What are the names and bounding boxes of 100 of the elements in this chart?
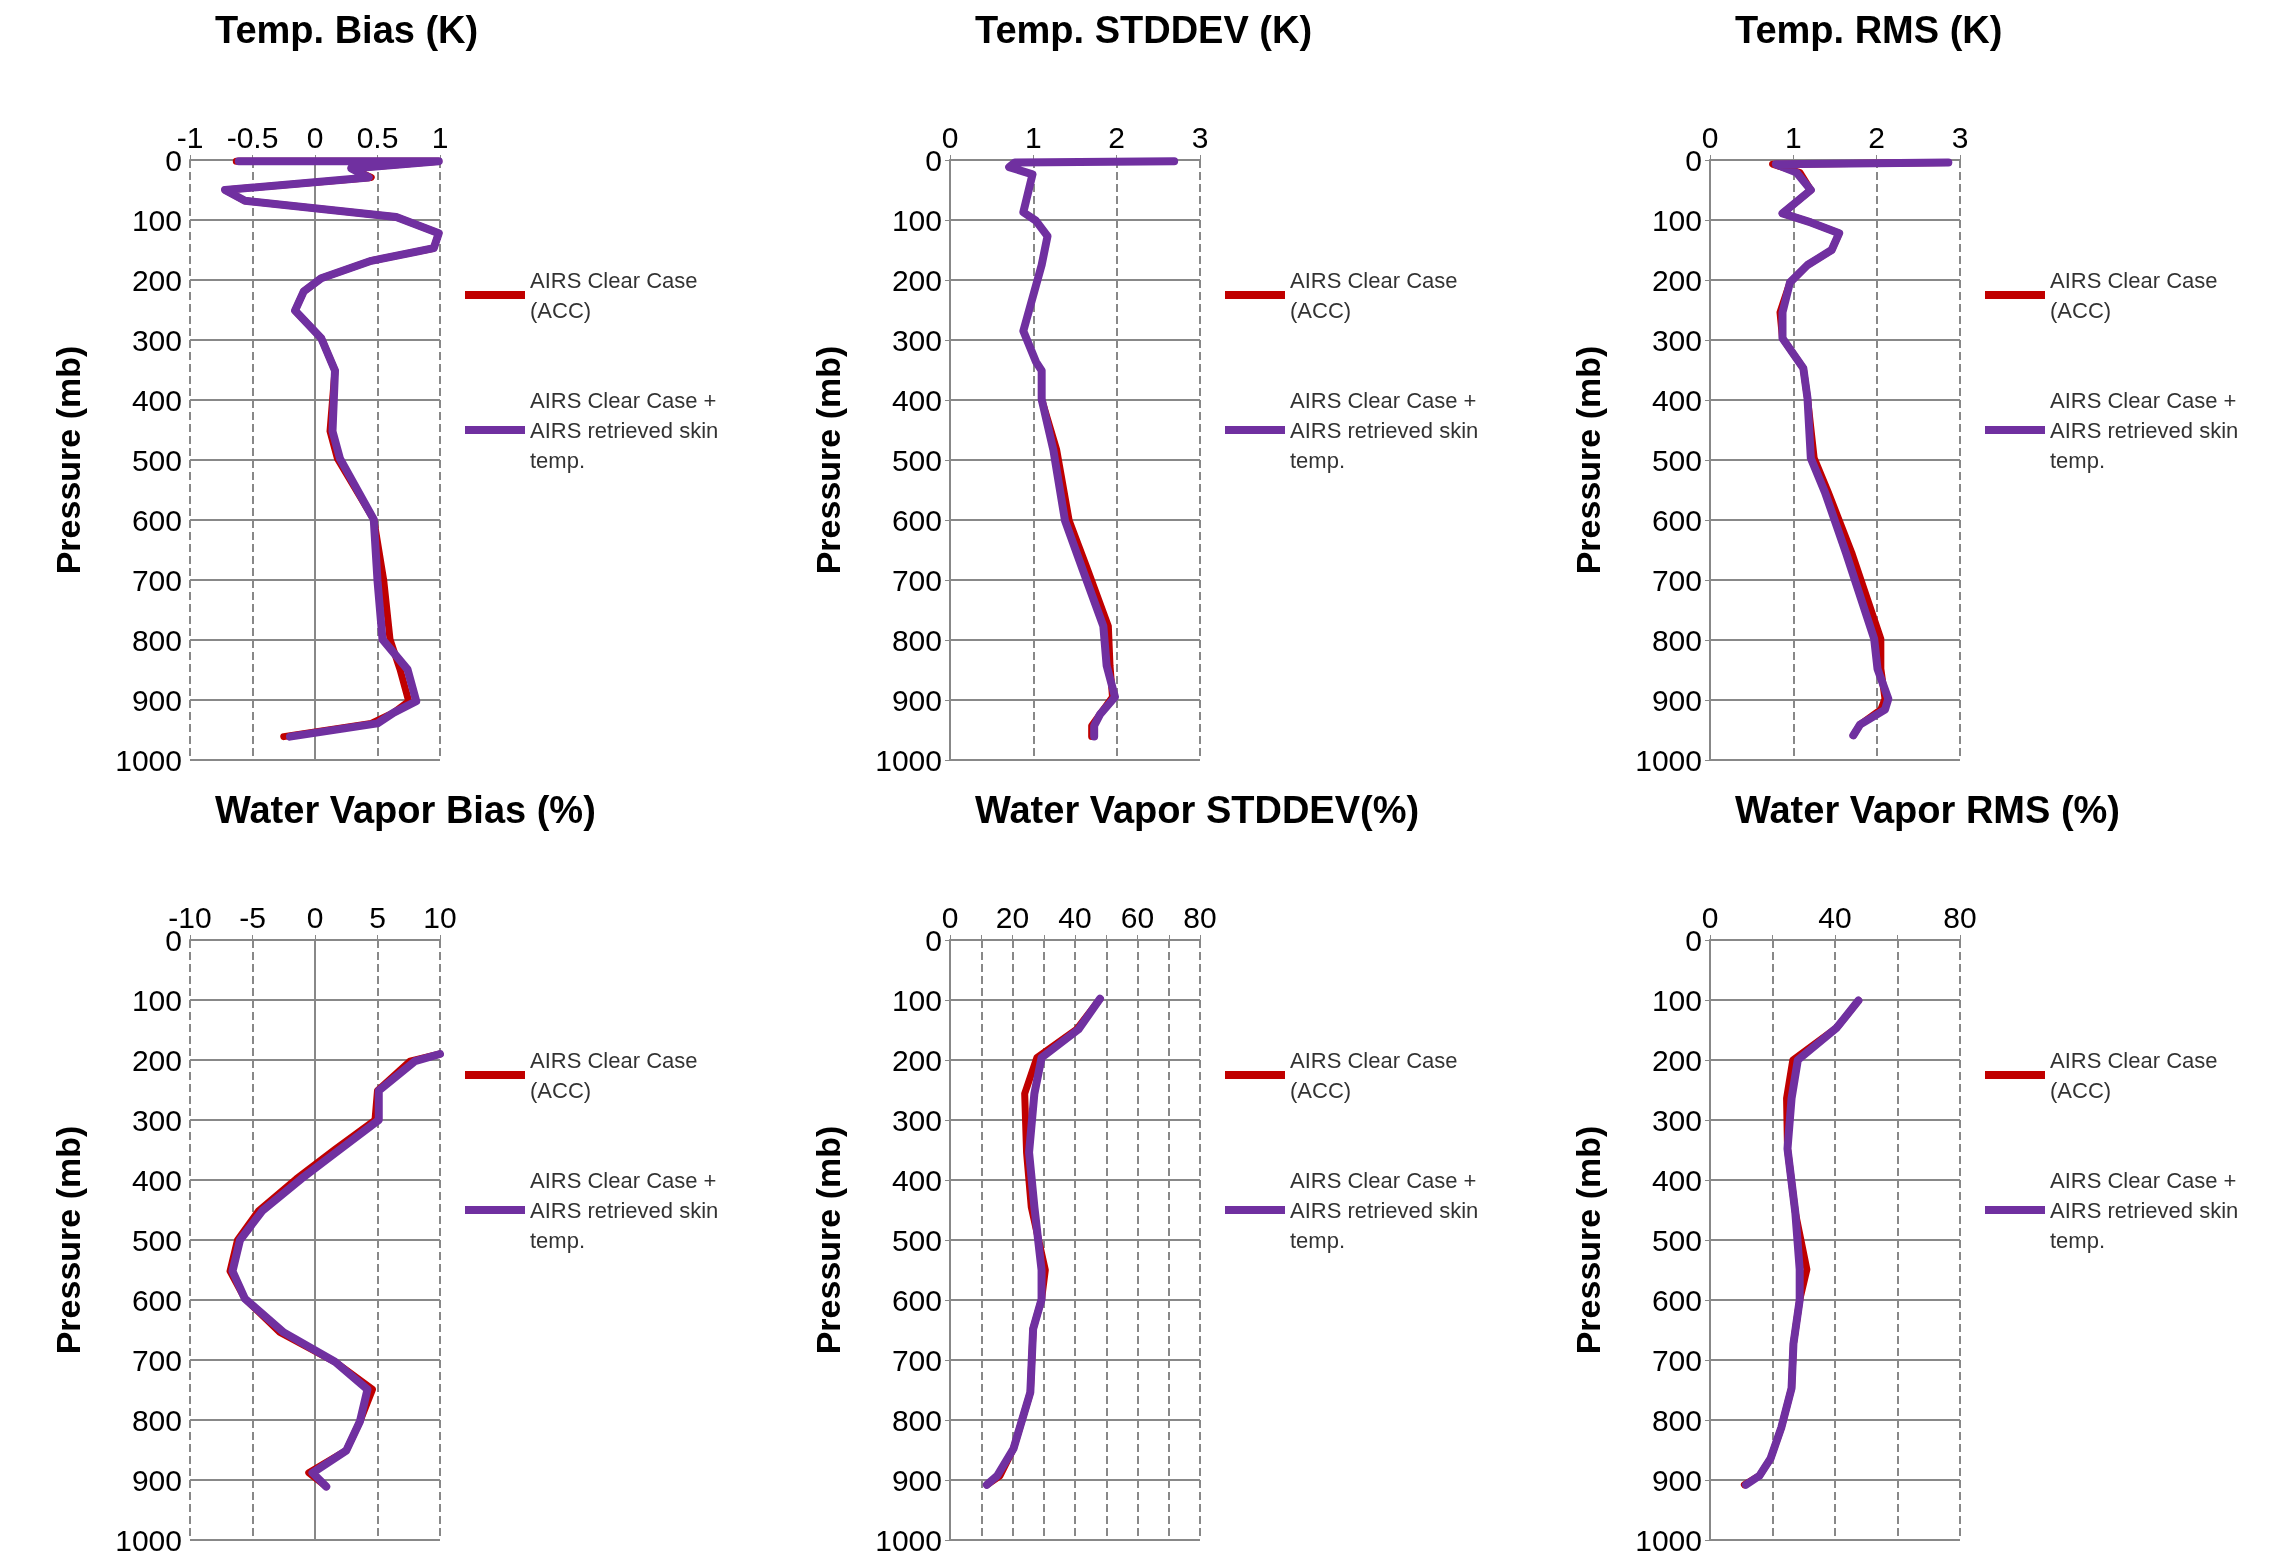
y-tick-label: 900 bbox=[1651, 1463, 1702, 1497]
chart-title: Temp. RMS (K) bbox=[1735, 9, 2003, 51]
x-tick-label: 2 bbox=[1108, 120, 1126, 154]
legend-label: AIRS Clear Case (ACC) bbox=[2050, 1047, 2224, 1103]
y-tick-label: 600 bbox=[131, 503, 182, 537]
chart-title: Water Vapor Bias (%) bbox=[215, 789, 596, 831]
y-tick-label: 600 bbox=[131, 1283, 182, 1317]
y-tick-label: 300 bbox=[1651, 1103, 1702, 1137]
y-tick-label: 500 bbox=[131, 1223, 182, 1257]
legend-label: AIRS Clear Case + AIRS retrieved skin temp. bbox=[1290, 387, 1485, 473]
x-tick-label: 3 bbox=[1191, 120, 1209, 154]
y-tick-label: 200 bbox=[131, 263, 182, 297]
y-tick-label: 600 bbox=[891, 503, 942, 537]
y-tick-label: 500 bbox=[1651, 1223, 1702, 1257]
y-axis-title: Pressure (mb) bbox=[49, 1125, 87, 1355]
x-tick-label: -5 bbox=[239, 900, 266, 934]
y-tick-label: 300 bbox=[891, 1103, 942, 1137]
x-tick-label: 0 bbox=[306, 120, 324, 154]
y-axis-title: Pressure (mb) bbox=[809, 1125, 847, 1355]
y-tick-label: 700 bbox=[131, 563, 182, 597]
y-tick-label: 700 bbox=[1651, 563, 1702, 597]
y-tick-label: 100 bbox=[131, 203, 182, 237]
x-tick-label: 40 bbox=[1818, 900, 1852, 934]
y-tick-label: 1000 bbox=[1635, 743, 1702, 777]
y-tick-label: 800 bbox=[131, 1403, 182, 1437]
y-tick-label: 500 bbox=[891, 1223, 942, 1257]
y-tick-label: 100 bbox=[131, 983, 182, 1017]
y-tick-label: 300 bbox=[131, 323, 182, 357]
y-tick-label: 900 bbox=[131, 683, 182, 717]
legend-label: AIRS Clear Case + AIRS retrieved skin temp. bbox=[2050, 387, 2245, 473]
y-tick-label: 700 bbox=[131, 1343, 182, 1377]
x-tick-label: 0.5 bbox=[356, 120, 399, 154]
y-tick-label: 900 bbox=[1651, 683, 1702, 717]
y-tick-label: 0 bbox=[925, 143, 942, 177]
y-tick-label: 800 bbox=[131, 623, 182, 657]
y-tick-label: 100 bbox=[1651, 203, 1702, 237]
x-tick-label: 2 bbox=[1868, 120, 1886, 154]
chart-title: Water Vapor RMS (%) bbox=[1735, 789, 2120, 831]
y-tick-label: 500 bbox=[1651, 443, 1702, 477]
y-tick-label: 200 bbox=[891, 1043, 942, 1077]
y-tick-label: 200 bbox=[1651, 263, 1702, 297]
y-tick-label: 300 bbox=[131, 1103, 182, 1137]
y-tick-label: 1000 bbox=[875, 1523, 942, 1557]
y-tick-label: 0 bbox=[1685, 923, 1702, 957]
x-tick-label: -0.5 bbox=[226, 120, 279, 154]
y-tick-label: 900 bbox=[891, 683, 942, 717]
y-tick-label: 600 bbox=[891, 1283, 942, 1317]
legend-label: AIRS Clear Case (ACC) bbox=[2050, 267, 2224, 323]
y-axis-title: Pressure (mb) bbox=[49, 345, 87, 575]
x-tick-label: 20 bbox=[995, 900, 1030, 934]
y-tick-label: 400 bbox=[891, 383, 942, 417]
y-tick-label: 600 bbox=[1651, 503, 1702, 537]
y-tick-label: 100 bbox=[1651, 983, 1702, 1017]
x-tick-label: 5 bbox=[369, 900, 386, 934]
y-tick-label: 900 bbox=[891, 1463, 942, 1497]
y-tick-label: 300 bbox=[1651, 323, 1702, 357]
y-tick-label: 200 bbox=[891, 263, 942, 297]
y-tick-label: 700 bbox=[891, 1343, 942, 1377]
x-tick-label: 1 bbox=[1784, 120, 1802, 154]
x-tick-label: 1 bbox=[431, 120, 449, 154]
legend-label: AIRS Clear Case (ACC) bbox=[530, 267, 704, 323]
x-tick-label: 10 bbox=[423, 900, 457, 934]
y-tick-label: 0 bbox=[165, 143, 182, 177]
y-axis-title: Pressure (mb) bbox=[1569, 1125, 1607, 1355]
legend-label: AIRS Clear Case (ACC) bbox=[1290, 267, 1464, 323]
legend-label: AIRS Clear Case + AIRS retrieved skin temp. bbox=[2050, 1167, 2245, 1253]
y-tick-label: 400 bbox=[891, 1163, 942, 1197]
y-tick-label: 1000 bbox=[875, 743, 942, 777]
x-tick-label: 0 bbox=[306, 900, 324, 934]
y-tick-label: 700 bbox=[891, 563, 942, 597]
y-tick-label: 700 bbox=[1651, 1343, 1702, 1377]
chart-title: Temp. STDDEV (K) bbox=[975, 9, 1313, 51]
y-tick-label: 1000 bbox=[115, 1523, 182, 1557]
legend-label: AIRS Clear Case (ACC) bbox=[530, 1047, 704, 1103]
y-tick-label: 300 bbox=[891, 323, 942, 357]
y-tick-label: 900 bbox=[131, 1463, 182, 1497]
chart-title: Water Vapor STDDEV(%) bbox=[975, 789, 1420, 831]
y-tick-label: 200 bbox=[131, 1043, 182, 1077]
legend-label: AIRS Clear Case + AIRS retrieved skin temp. bbox=[530, 387, 725, 473]
x-tick-label: 80 bbox=[1943, 900, 1977, 934]
y-tick-label: 400 bbox=[1651, 1163, 1702, 1197]
y-tick-label: 100 bbox=[891, 203, 942, 237]
y-tick-label: 800 bbox=[891, 1403, 942, 1437]
y-tick-label: 500 bbox=[131, 443, 182, 477]
x-tick-label: 60 bbox=[1120, 900, 1155, 934]
x-tick-label: 80 bbox=[1183, 900, 1217, 934]
y-tick-label: 200 bbox=[1651, 1043, 1702, 1077]
y-tick-label: 400 bbox=[1651, 383, 1702, 417]
x-tick-label: 40 bbox=[1058, 900, 1092, 934]
y-tick-label: 1000 bbox=[1635, 1523, 1702, 1557]
y-tick-label: 800 bbox=[891, 623, 942, 657]
chart-title: Temp. Bias (K) bbox=[215, 9, 479, 51]
y-tick-label: 400 bbox=[131, 1163, 182, 1197]
x-tick-label: 3 bbox=[1951, 120, 1969, 154]
y-tick-label: 800 bbox=[1651, 623, 1702, 657]
y-tick-label: 1000 bbox=[115, 743, 182, 777]
x-tick-label: 1 bbox=[1024, 120, 1042, 154]
y-tick-label: 0 bbox=[925, 923, 942, 957]
legend-label: AIRS Clear Case (ACC) bbox=[1290, 1047, 1464, 1103]
y-axis-title: Pressure (mb) bbox=[809, 345, 847, 575]
